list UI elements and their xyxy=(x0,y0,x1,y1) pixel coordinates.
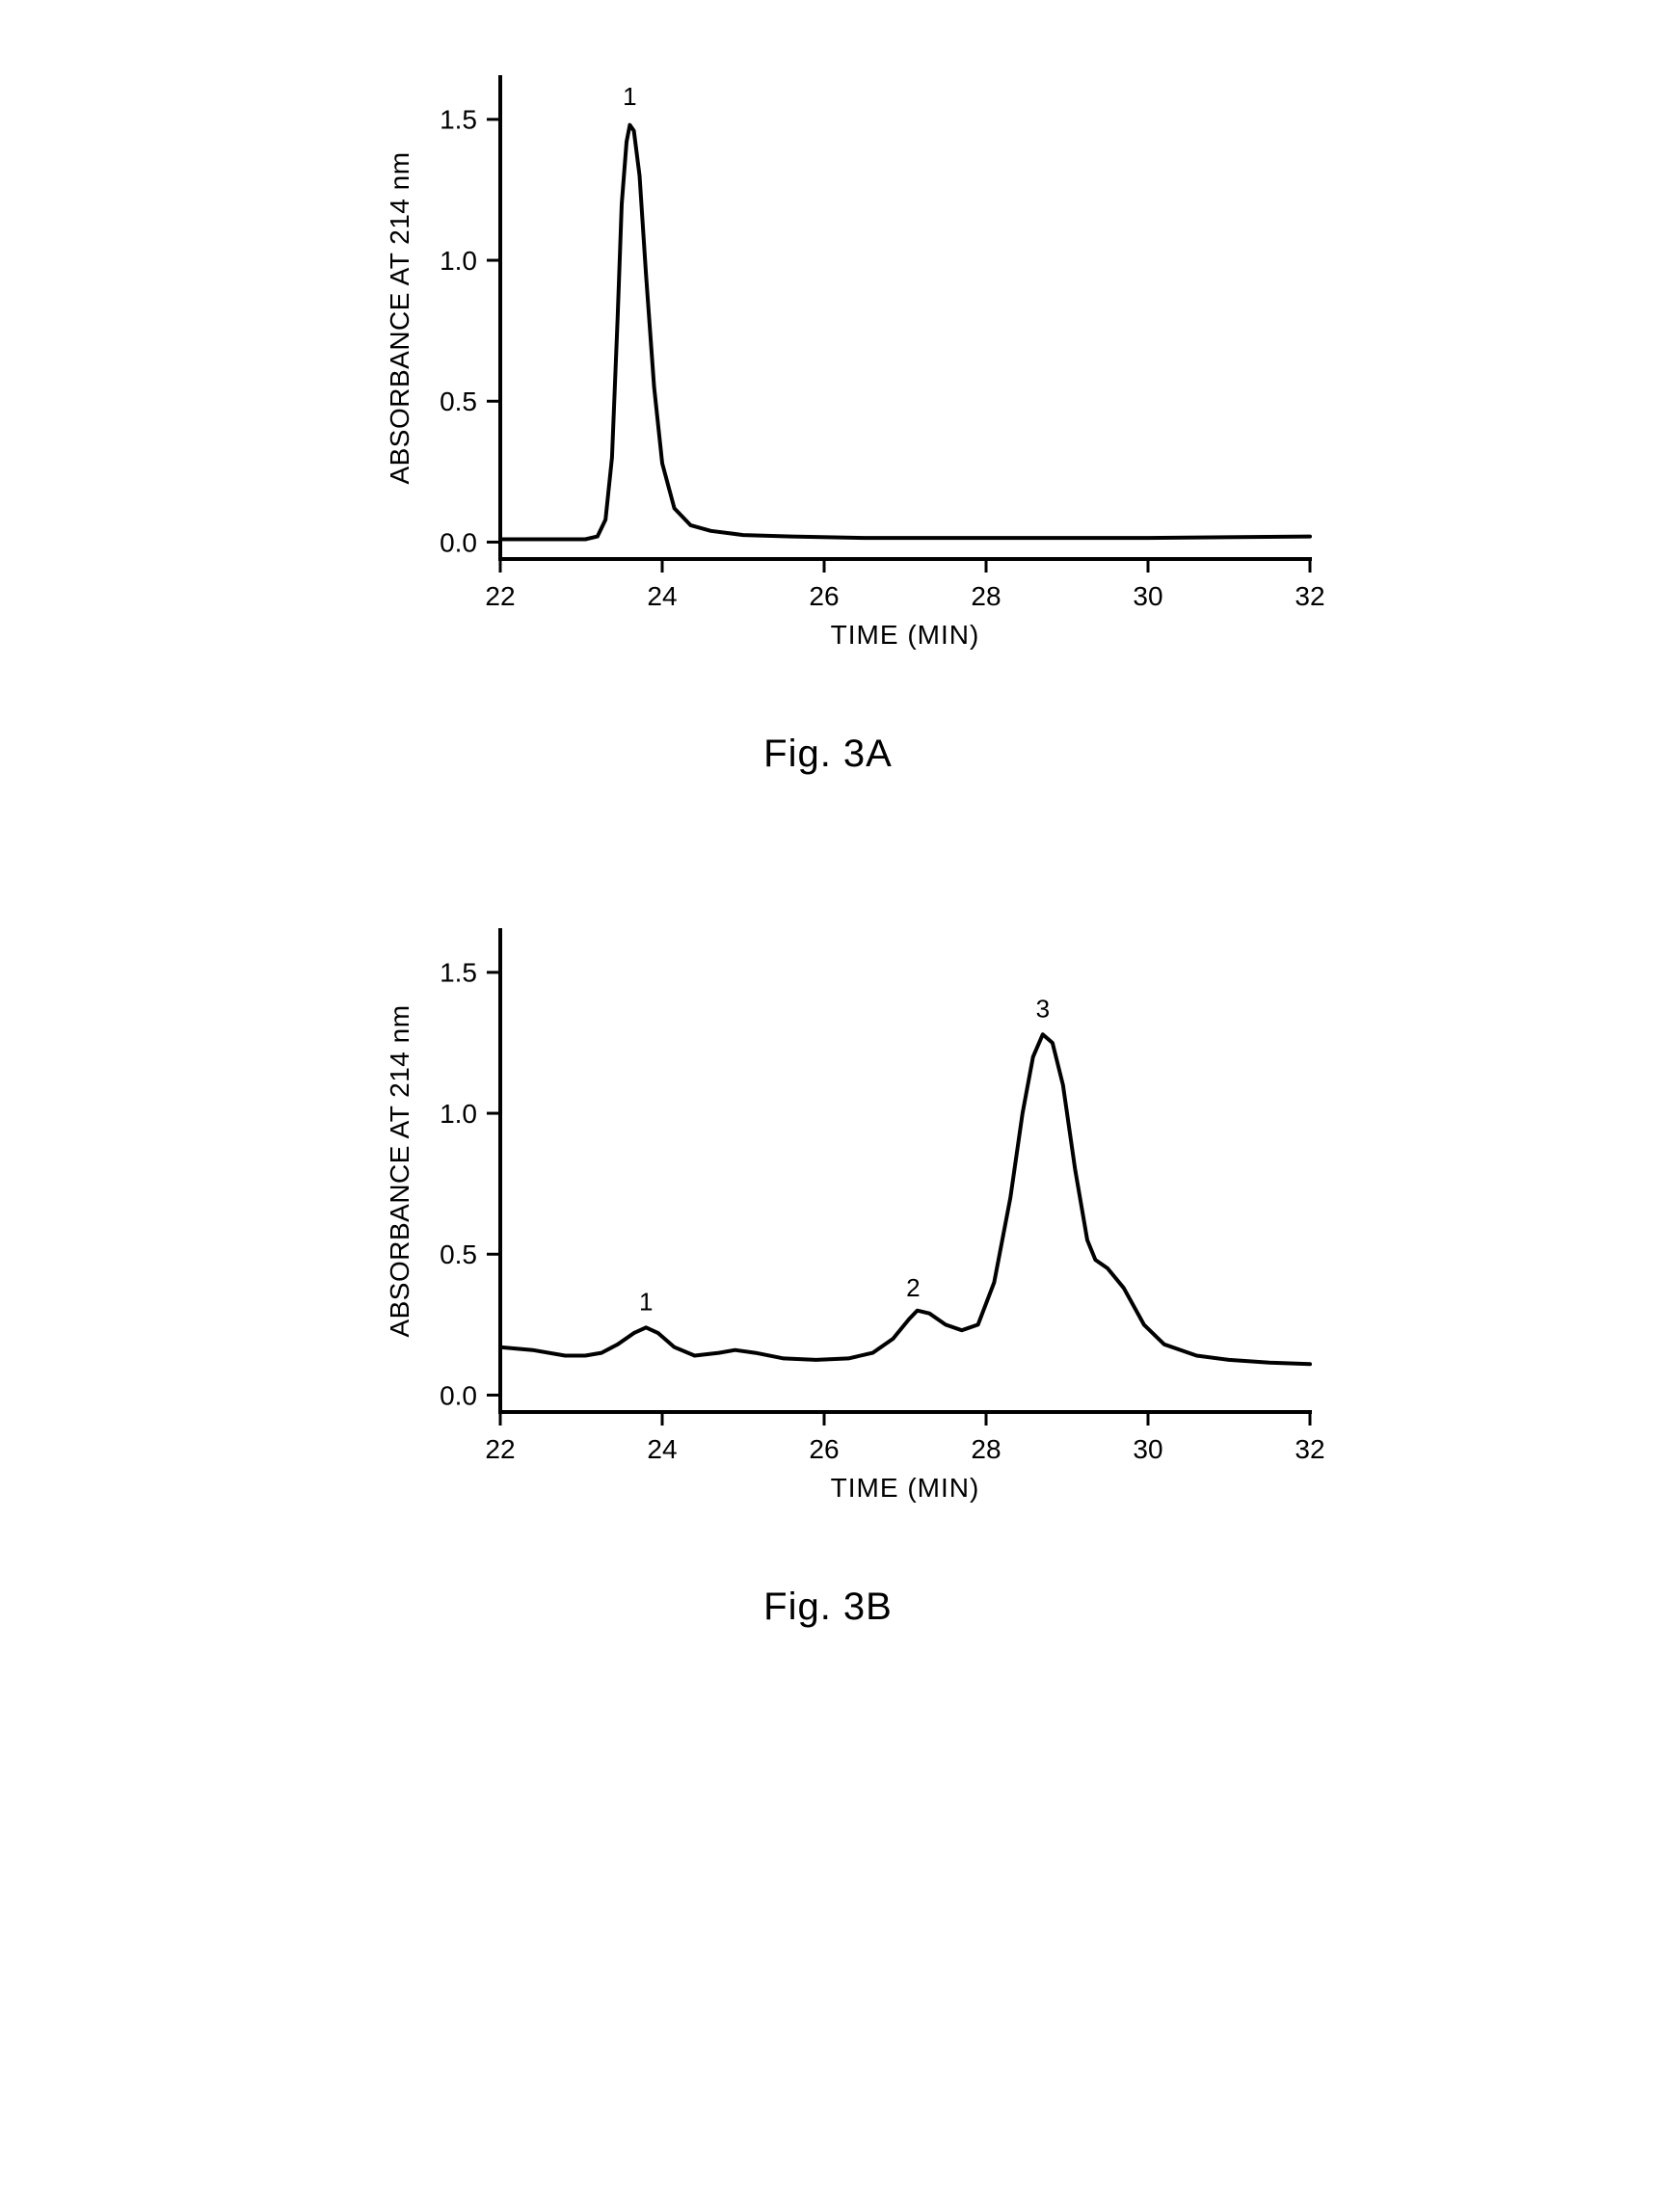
x-tick-label: 26 xyxy=(809,581,839,611)
x-tick-label: 24 xyxy=(647,581,677,611)
x-tick-label: 30 xyxy=(1133,581,1162,611)
chart-panel-A: 22 24 26 28 30 32 0.0 0.5 1.0 1.5 TIME (MIN) ABSORB… xyxy=(250,39,1406,776)
plot-bg xyxy=(250,39,1406,713)
x-tick-label: 28 xyxy=(971,581,1001,611)
x-axis-label: TIME (MIN) xyxy=(831,1473,980,1503)
peak-label: 3 xyxy=(1036,995,1050,1024)
y-tick-label: 0.0 xyxy=(440,1380,477,1410)
y-tick-label: 1.0 xyxy=(440,246,477,276)
x-tick-label: 24 xyxy=(647,1434,677,1464)
y-tick-label: 1.5 xyxy=(440,105,477,135)
x-tick-label: 32 xyxy=(1295,581,1324,611)
x-tick-label: 22 xyxy=(485,1434,515,1464)
chart-panel-B: 2224262830320.00.51.01.5TIME (MIN)ABSORB… xyxy=(250,892,1406,1629)
plot-bg xyxy=(250,892,1406,1566)
x-tick-label: 26 xyxy=(809,1434,839,1464)
x-tick-label: 32 xyxy=(1295,1434,1324,1464)
chromatogram-B: 2224262830320.00.51.01.5TIME (MIN)ABSORB… xyxy=(250,892,1406,1566)
x-tick-label: 28 xyxy=(971,1434,1001,1464)
y-tick-label: 1.0 xyxy=(440,1099,477,1129)
figure-page: 2224262830320.00.51.01.5TIME (MIN)ABSORB… xyxy=(250,39,1406,1629)
peak-label: 2 xyxy=(906,1273,920,1302)
y-tick-label: 1.5 xyxy=(440,958,477,988)
x-tick-label: 30 xyxy=(1133,1434,1162,1464)
figure-caption: Fig. 3B xyxy=(250,1586,1406,1629)
x-tick-label: 22 xyxy=(485,581,515,611)
peak-label: 1 xyxy=(623,82,636,111)
peak-label: 1 xyxy=(639,1288,653,1317)
y-axis-label: ABSORBANCE AT 214 nm xyxy=(385,1004,414,1337)
chromatogram-A: 22 24 26 28 30 32 0.0 0.5 1.0 1.5 TIME (MIN) ABSORB… xyxy=(250,39,1406,713)
figure-caption: Fig. 3A xyxy=(250,733,1406,776)
x-axis-label: TIME (MIN) xyxy=(831,620,980,650)
y-axis-label: ABSORBANCE AT 214 nm xyxy=(385,151,414,484)
y-tick-label: 0.5 xyxy=(440,386,477,416)
y-tick-label: 0.5 xyxy=(440,1239,477,1269)
y-tick-label: 0.0 xyxy=(440,527,477,557)
